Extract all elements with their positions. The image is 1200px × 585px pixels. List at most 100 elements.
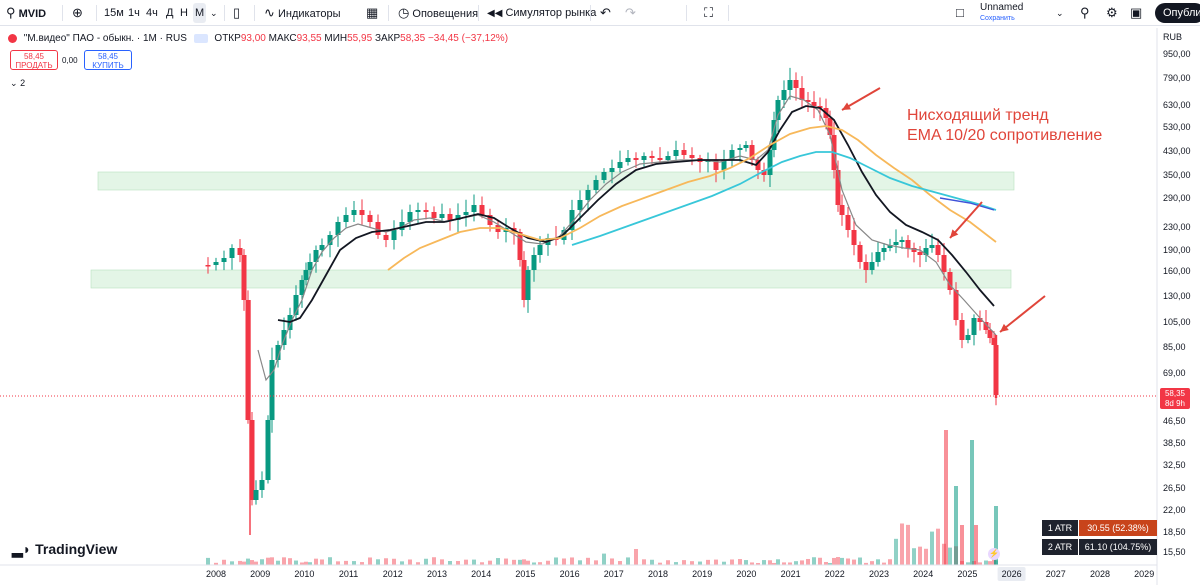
candle-body — [455, 215, 461, 220]
plus-circle-icon: ⊕ — [72, 5, 83, 20]
candle-body — [681, 150, 687, 155]
candle-body — [281, 330, 287, 345]
candle-body — [249, 420, 255, 500]
interval-15m[interactable]: 15м — [104, 7, 124, 19]
year-tick: 2023 — [869, 569, 889, 579]
candle-body — [531, 255, 537, 270]
volume-bar — [526, 560, 530, 565]
currency-label[interactable]: RUB — [1163, 32, 1182, 42]
fullscreen-button[interactable]: ⛶ — [704, 0, 713, 26]
atr-2-value: 61.10 (104.75%) — [1079, 539, 1157, 555]
sell-label: ПРОДАТЬ — [15, 61, 53, 70]
sell-price: 58,45 — [23, 52, 45, 61]
symbol-title[interactable]: "М.видео" ПАО - обыкн. · 1М · RUS — [23, 33, 187, 44]
undo-button[interactable]: ↶ — [600, 0, 611, 26]
candle-body — [313, 250, 319, 262]
interval-4h[interactable]: 4ч — [146, 7, 158, 19]
volume-bar — [448, 560, 452, 565]
volume-bar — [852, 559, 856, 565]
candle-body — [917, 252, 923, 255]
buy-price: 58,45 — [97, 52, 119, 61]
candle-body — [265, 420, 271, 480]
buy-button[interactable]: 58,45 КУПИТЬ — [84, 50, 132, 70]
tradingview-logo[interactable]: ▂◗ TradingView — [12, 541, 117, 558]
close-value: 58,35 — [400, 33, 426, 44]
candle-body — [793, 80, 799, 88]
candle-body — [941, 255, 947, 272]
divider — [686, 5, 687, 21]
trend-annotation[interactable]: Нисходящий тренд EMA 10/20 сопротивление — [907, 106, 1102, 146]
volume-bar — [578, 560, 582, 565]
year-tick: 2008 — [206, 569, 226, 579]
volume-bar — [512, 559, 516, 565]
volume-bar — [840, 557, 844, 565]
quick-search-button[interactable]: ⚲ — [1080, 0, 1090, 26]
indicators-button[interactable]: ∿ Индикаторы — [264, 0, 341, 26]
volume-bar — [714, 559, 718, 565]
alarm-clock-icon: ◷ — [398, 5, 410, 20]
interval-dropdown[interactable]: ⌄ — [210, 0, 218, 26]
sell-button[interactable]: 58,45 ПРОДАТЬ — [10, 50, 58, 70]
interval-1h[interactable]: 1ч — [128, 7, 140, 19]
layout-dropdown[interactable]: ⌄ — [1056, 0, 1064, 26]
candle-body — [817, 106, 823, 108]
year-tick: 2012 — [383, 569, 403, 579]
year-tick: 2010 — [294, 569, 314, 579]
open-label: ОТКР — [214, 33, 241, 44]
indicators-count: 2 — [20, 78, 26, 88]
volume-bar — [518, 559, 522, 565]
interval-day[interactable]: Д — [166, 7, 174, 19]
candle-body — [569, 210, 575, 230]
volume-bar — [594, 560, 598, 565]
price-tick: 85,00 — [1163, 342, 1186, 352]
alerts-button[interactable]: ◷ Оповещения — [398, 0, 478, 26]
chart-type-button[interactable]: ▯ — [233, 0, 240, 26]
redo-button[interactable]: ↷ — [625, 0, 636, 26]
volume-bar — [974, 525, 978, 565]
volume-bar — [206, 557, 210, 565]
volume-bar — [384, 558, 388, 565]
settings-button[interactable]: ⚙ — [1106, 0, 1118, 26]
price-tick: 22,00 — [1163, 505, 1186, 515]
volume-bar — [352, 561, 356, 565]
candle-body — [737, 148, 743, 150]
volume-bar — [948, 547, 952, 565]
snapshot-button[interactable]: ▣ — [1130, 0, 1142, 26]
volume-bar — [260, 559, 264, 565]
symbol-search-button[interactable]: ⚲ MVID — [6, 0, 46, 26]
volume-bar — [936, 528, 940, 565]
interval-week[interactable]: Н — [180, 7, 188, 19]
volume-bar — [900, 523, 904, 565]
atr-row-2: 2 ATR 61.10 (104.75%) — [1042, 539, 1157, 555]
candle-body — [307, 262, 313, 270]
candle-body — [375, 222, 381, 235]
compare-symbol-button[interactable]: ⊕ — [72, 0, 83, 26]
volume-bar — [930, 531, 934, 565]
equals-icon[interactable] — [193, 33, 208, 43]
volume-bar — [546, 560, 550, 565]
candle-body — [241, 255, 247, 300]
ema-slow-line — [277, 105, 995, 323]
volume-bar — [472, 559, 476, 565]
year-tick: 2028 — [1090, 569, 1110, 579]
candle-body — [755, 160, 761, 170]
layout-name[interactable]: Unnamed Сохранить — [980, 2, 1023, 24]
price-tick: 69,00 — [1163, 368, 1186, 378]
candle-body — [213, 262, 219, 265]
indicators-collapse-toggle[interactable]: ⌄ 2 — [10, 78, 25, 89]
volume-bar — [344, 560, 348, 565]
lightning-icon[interactable]: ⚡ — [988, 548, 1000, 560]
layout-checkbox[interactable]: □ — [956, 0, 964, 26]
candle-body — [665, 156, 671, 160]
year-tick: 2020 — [736, 569, 756, 579]
interval-month[interactable]: М — [193, 3, 207, 23]
divider — [96, 5, 97, 21]
candle-body — [905, 240, 911, 248]
volume-bar — [230, 561, 234, 565]
replay-button[interactable]: ◀◀ Симулятор рынка — [487, 0, 596, 26]
candle-body — [775, 100, 781, 120]
publish-button[interactable]: Опублик — [1155, 3, 1200, 23]
atr-row-1: 1 ATR 30.55 (52.38%) — [1042, 520, 1157, 536]
templates-button[interactable]: ▦ — [366, 0, 378, 26]
